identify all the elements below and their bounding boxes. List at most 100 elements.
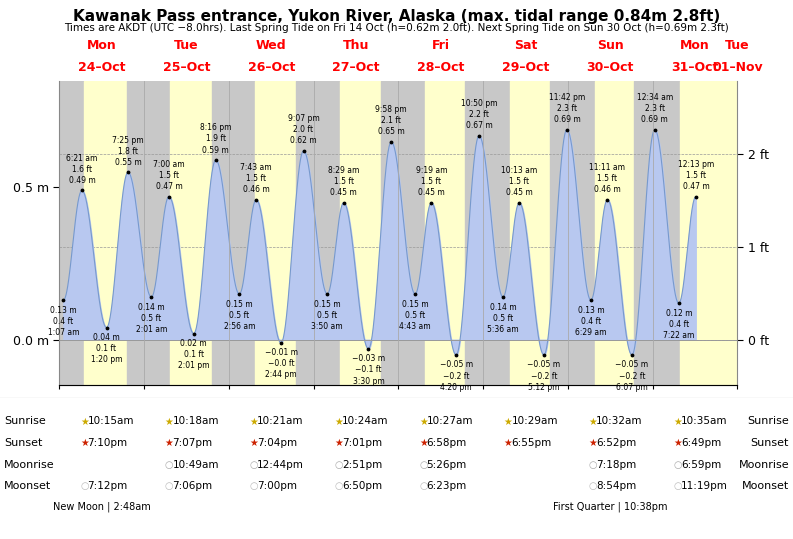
Text: 0.12 m
0.4 ft
7:22 am: 0.12 m 0.4 ft 7:22 am [663,309,695,340]
Text: ○: ○ [419,460,427,469]
Text: Moonrise: Moonrise [738,460,789,469]
Text: 0.13 m
0.4 ft
1:07 am: 0.13 m 0.4 ft 1:07 am [48,306,79,337]
Text: 11:42 pm
2.3 ft
0.69 m: 11:42 pm 2.3 ft 0.69 m [549,93,585,124]
Text: 7:04pm: 7:04pm [257,438,297,448]
Text: ★: ★ [504,438,512,448]
Text: 8:16 pm
1.9 ft
0.59 m: 8:16 pm 1.9 ft 0.59 m [200,123,232,155]
Text: 28–Oct: 28–Oct [417,61,465,74]
Text: −0.03 m
−0.1 ft
3:30 pm: −0.03 m −0.1 ft 3:30 pm [352,354,385,385]
Text: 9:58 pm
2.1 ft
0.65 m: 9:58 pm 2.1 ft 0.65 m [376,105,407,136]
Text: 7:07pm: 7:07pm [172,438,213,448]
Bar [255,81,297,385]
Text: ○: ○ [250,481,259,491]
Text: Moonset: Moonset [4,481,52,491]
Text: 7:25 pm
1.8 ft
0.55 m: 7:25 pm 1.8 ft 0.55 m [113,135,144,167]
Text: Times are AKDT (UTC −8.0hrs). Last Spring Tide on Fri 14 Oct (h=0.62m 2.0ft). Ne: Times are AKDT (UTC −8.0hrs). Last Sprin… [64,23,729,33]
Bar [425,81,465,385]
Text: 10:29am: 10:29am [511,417,557,426]
Bar [680,81,737,385]
Text: 12:34 am
2.3 ft
0.69 m: 12:34 am 2.3 ft 0.69 m [637,93,673,124]
Text: 10:50 pm
2.2 ft
0.67 m: 10:50 pm 2.2 ft 0.67 m [461,99,497,130]
Text: 10:21am: 10:21am [257,417,304,426]
Text: 24–Oct: 24–Oct [78,61,125,74]
Text: 29–Oct: 29–Oct [502,61,550,74]
Text: ★: ★ [165,417,174,426]
Text: 0.13 m
0.4 ft
6:29 am: 0.13 m 0.4 ft 6:29 am [575,306,607,337]
Text: 0.15 m
0.5 ft
2:56 am: 0.15 m 0.5 ft 2:56 am [224,300,255,331]
Bar [595,81,634,385]
Bar [510,81,550,385]
Text: ★: ★ [504,417,512,426]
Text: New Moon | 2:48am: New Moon | 2:48am [53,501,151,512]
Text: ○: ○ [673,460,682,469]
Text: ★: ★ [419,417,427,426]
Text: Sunset: Sunset [751,438,789,448]
Text: ○: ○ [80,481,89,491]
Text: ★: ★ [250,417,259,426]
Text: −0.05 m
−0.2 ft
6:07 pm: −0.05 m −0.2 ft 6:07 pm [615,361,649,392]
Text: ★: ★ [588,438,597,448]
Text: 7:10pm: 7:10pm [87,438,128,448]
Text: ○: ○ [673,481,682,491]
Text: ★: ★ [165,438,174,448]
Text: ○: ○ [588,481,597,491]
Bar [59,81,84,385]
Text: 7:12pm: 7:12pm [87,481,128,491]
Text: ★: ★ [335,417,343,426]
Text: ★: ★ [588,417,597,426]
Text: ★: ★ [335,438,343,448]
Text: 10:24am: 10:24am [342,417,389,426]
Text: Mon: Mon [87,39,117,52]
Text: 25–Oct: 25–Oct [163,61,210,74]
Text: ○: ○ [335,460,343,469]
Text: 11:11 am
1.5 ft
0.46 m: 11:11 am 1.5 ft 0.46 m [589,163,626,194]
Text: 10:27am: 10:27am [427,417,473,426]
Text: 10:18am: 10:18am [172,417,219,426]
Bar [340,81,381,385]
Text: ★: ★ [250,438,259,448]
Bar [381,81,425,385]
Text: 0.14 m
0.5 ft
2:01 am: 0.14 m 0.5 ft 2:01 am [136,302,167,334]
Text: 10:32am: 10:32am [596,417,642,426]
Text: ○: ○ [165,481,174,491]
Text: 01–Nov: 01–Nov [712,61,763,74]
Text: ★: ★ [419,438,427,448]
Text: Wed: Wed [256,39,286,52]
Text: ★: ★ [80,417,89,426]
Text: Moonrise: Moonrise [4,460,55,469]
Text: 10:15am: 10:15am [87,417,134,426]
Text: 10:49am: 10:49am [172,460,219,469]
Text: ○: ○ [419,481,427,491]
Bar [550,81,595,385]
Text: 7:43 am
1.5 ft
0.46 m: 7:43 am 1.5 ft 0.46 m [240,163,272,194]
Bar [212,81,255,385]
Text: 7:01pm: 7:01pm [342,438,382,448]
Text: ○: ○ [335,481,343,491]
Text: 5:26pm: 5:26pm [427,460,467,469]
Text: 2:51pm: 2:51pm [342,460,382,469]
Text: Sunset: Sunset [4,438,42,448]
Text: 30–Oct: 30–Oct [587,61,634,74]
Text: 8:29 am
1.5 ft
0.45 m: 8:29 am 1.5 ft 0.45 m [328,166,359,197]
Text: −0.05 m
−0.2 ft
4:20 pm: −0.05 m −0.2 ft 4:20 pm [439,361,473,392]
Text: First Quarter | 10:38pm: First Quarter | 10:38pm [553,501,668,512]
Bar [170,81,212,385]
Text: 9:19 am
1.5 ft
0.45 m: 9:19 am 1.5 ft 0.45 m [416,166,447,197]
Text: 0.15 m
0.5 ft
3:50 am: 0.15 m 0.5 ft 3:50 am [312,300,343,331]
Text: Kawanak Pass entrance, Yukon River, Alaska (max. tidal range 0.84m 2.8ft): Kawanak Pass entrance, Yukon River, Alas… [73,9,720,24]
Text: 6:21 am
1.6 ft
0.49 m: 6:21 am 1.6 ft 0.49 m [66,154,98,185]
Text: Sunrise: Sunrise [747,417,789,426]
Bar [297,81,340,385]
Text: Sat: Sat [514,39,538,52]
Text: 12:44pm: 12:44pm [257,460,304,469]
Text: ★: ★ [673,417,682,426]
Text: 10:35am: 10:35am [681,417,727,426]
Text: 6:23pm: 6:23pm [427,481,467,491]
Text: 6:58pm: 6:58pm [427,438,467,448]
Text: 10:13 am
1.5 ft
0.45 m: 10:13 am 1.5 ft 0.45 m [501,166,538,197]
Text: 6:50pm: 6:50pm [342,481,382,491]
Text: 6:52pm: 6:52pm [596,438,636,448]
Text: Mon: Mon [680,39,710,52]
Text: 31–Oct: 31–Oct [672,61,718,74]
Bar [634,81,680,385]
